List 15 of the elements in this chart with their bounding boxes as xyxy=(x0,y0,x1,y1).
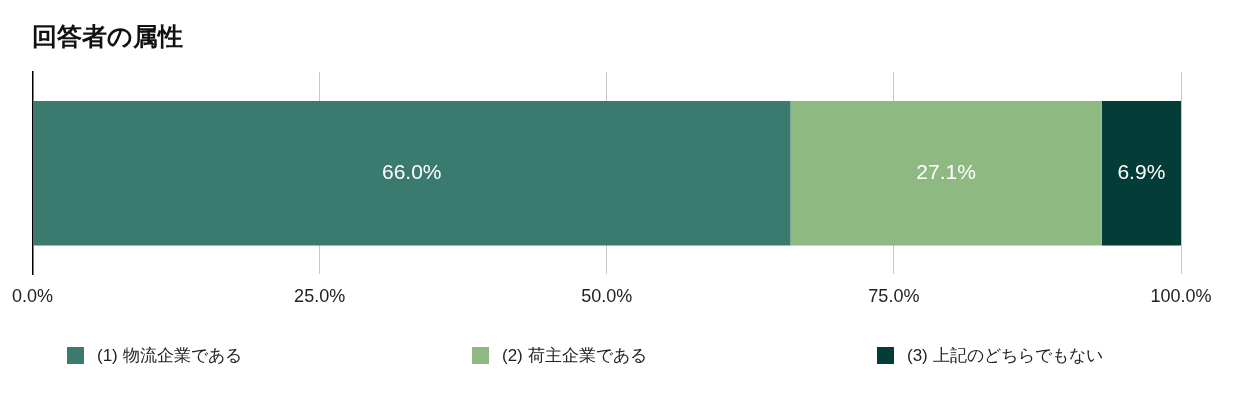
x-tick-label: 100.0% xyxy=(1150,286,1212,307)
x-tick-label: 0.0% xyxy=(12,286,54,307)
legend-label: (3) 上記のどちらでもない xyxy=(907,345,1103,367)
bar xyxy=(790,100,1102,246)
bar xyxy=(1101,100,1181,246)
chart-title: 回答者の属性 xyxy=(32,21,183,52)
x-tick-label: 50.0% xyxy=(581,286,633,307)
data-label: 27.1% xyxy=(916,160,976,183)
legend-label: (1) 物流企業である xyxy=(97,345,242,367)
x-tick-label: 25.0% xyxy=(294,286,346,307)
data-label: 66.0% xyxy=(381,160,442,183)
x-tick-label: 75.0% xyxy=(868,286,920,307)
bar xyxy=(33,100,791,246)
legend-label: (2) 荷主企業である xyxy=(502,345,647,367)
data-label: 6.9% xyxy=(1117,160,1166,183)
